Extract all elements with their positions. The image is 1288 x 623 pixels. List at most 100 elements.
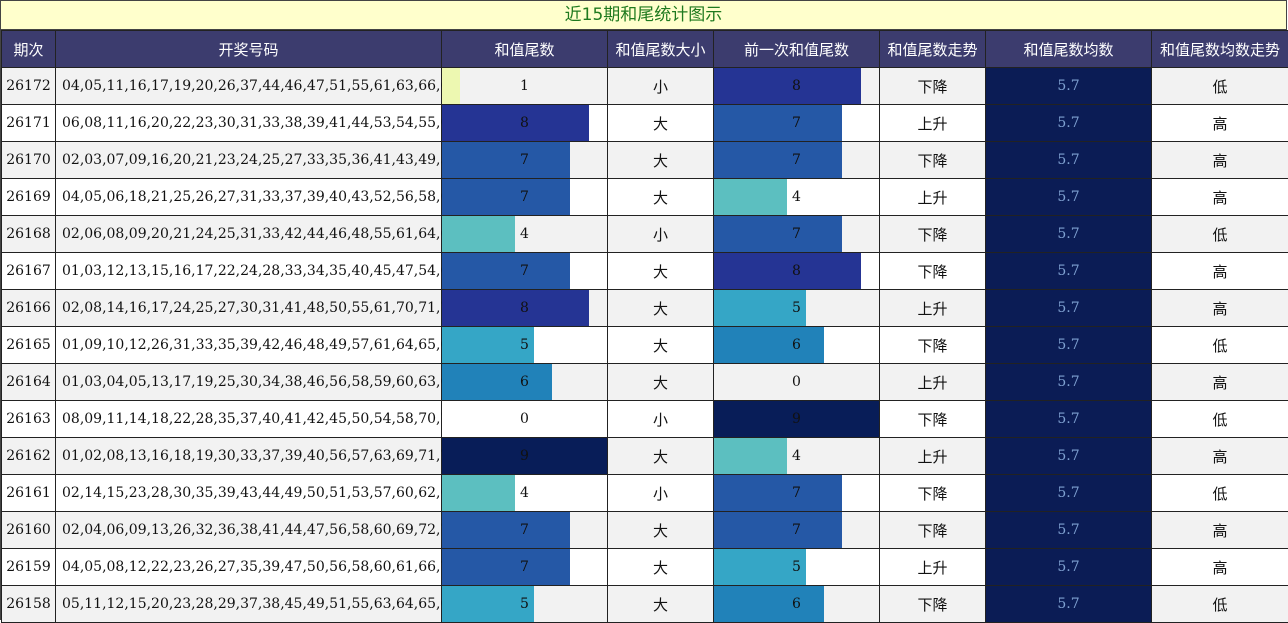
avg-trend-cell: 高	[1152, 512, 1288, 549]
prev-tail-bar	[714, 438, 787, 474]
numbers-cell: 01,02,08,13,16,18,19,30,33,37,39,40,56,5…	[56, 438, 442, 475]
avg-cell: 5.7	[986, 68, 1152, 105]
tail-bar	[442, 364, 552, 400]
size-cell: 大	[608, 364, 714, 401]
tail-bar	[442, 105, 589, 141]
size-cell: 小	[608, 475, 714, 512]
tail-bar	[442, 253, 570, 289]
page-title: 近15期和尾统计图示	[1, 1, 1287, 30]
avg-trend-cell: 高	[1152, 142, 1288, 179]
header-size: 和值尾数大小	[608, 31, 714, 68]
numbers-cell: 01,03,12,13,15,16,17,22,24,28,33,34,35,4…	[56, 253, 442, 290]
tail-label: 1	[520, 78, 529, 94]
numbers-cell: 04,05,06,18,21,25,26,27,31,33,37,39,40,4…	[56, 179, 442, 216]
tail-label: 7	[520, 152, 529, 168]
prev-tail-cell: 5	[714, 290, 880, 327]
avg-trend-cell: 高	[1152, 549, 1288, 586]
prev-tail-cell: 7	[714, 105, 880, 142]
prev-tail-cell: 8	[714, 68, 880, 105]
prev-tail-label: 5	[792, 300, 801, 316]
prev-tail-cell: 4	[714, 179, 880, 216]
trend-cell: 下降	[880, 586, 986, 623]
avg-trend-cell: 低	[1152, 68, 1288, 105]
avg-cell: 5.7	[986, 253, 1152, 290]
prev-tail-bar	[714, 512, 842, 548]
avg-cell: 5.7	[986, 327, 1152, 364]
tail-cell: 7	[442, 179, 608, 216]
avg-trend-cell: 高	[1152, 253, 1288, 290]
period-cell: 26160	[2, 512, 56, 549]
tail-bar	[442, 142, 570, 178]
tail-label: 7	[520, 559, 529, 575]
size-cell: 大	[608, 512, 714, 549]
tail-cell: 8	[442, 290, 608, 327]
avg-cell: 5.7	[986, 364, 1152, 401]
avg-trend-cell: 低	[1152, 475, 1288, 512]
tail-cell: 4	[442, 475, 608, 512]
header-numbers: 开奖号码	[56, 31, 442, 68]
trend-cell: 下降	[880, 253, 986, 290]
period-cell: 26169	[2, 179, 56, 216]
header-avg-trend: 和值尾数均数走势	[1152, 31, 1288, 68]
tail-cell: 4	[442, 216, 608, 253]
prev-tail-cell: 7	[714, 475, 880, 512]
trend-cell: 下降	[880, 401, 986, 438]
period-cell: 26168	[2, 216, 56, 253]
numbers-cell: 02,03,07,09,16,20,21,23,24,25,27,33,35,3…	[56, 142, 442, 179]
trend-cell: 下降	[880, 216, 986, 253]
prev-tail-cell: 5	[714, 549, 880, 586]
prev-tail-cell: 6	[714, 586, 880, 623]
tail-bar	[442, 512, 570, 548]
trend-cell: 下降	[880, 142, 986, 179]
numbers-cell: 02,06,08,09,20,21,24,25,31,33,42,44,46,4…	[56, 216, 442, 253]
prev-tail-cell: 7	[714, 216, 880, 253]
avg-trend-cell: 低	[1152, 216, 1288, 253]
trend-cell: 下降	[880, 475, 986, 512]
avg-cell: 5.7	[986, 438, 1152, 475]
trend-cell: 下降	[880, 68, 986, 105]
prev-tail-label: 7	[792, 226, 801, 242]
prev-tail-bar	[714, 475, 842, 511]
numbers-cell: 08,09,11,14,18,22,28,35,37,40,41,42,45,5…	[56, 401, 442, 438]
tail-cell: 7	[442, 142, 608, 179]
avg-cell: 5.7	[986, 512, 1152, 549]
avg-trend-cell: 低	[1152, 586, 1288, 623]
tail-label: 7	[520, 522, 529, 538]
avg-trend-cell: 高	[1152, 438, 1288, 475]
tail-cell: 5	[442, 586, 608, 623]
size-cell: 小	[608, 216, 714, 253]
size-cell: 大	[608, 586, 714, 623]
prev-tail-label: 4	[792, 448, 801, 464]
numbers-cell: 02,14,15,23,28,30,35,39,43,44,49,50,51,5…	[56, 475, 442, 512]
prev-tail-label: 8	[792, 78, 801, 94]
prev-tail-label: 7	[792, 485, 801, 501]
tail-bar	[442, 290, 589, 326]
prev-tail-cell: 9	[714, 401, 880, 438]
tail-cell: 7	[442, 512, 608, 549]
prev-tail-label: 7	[792, 522, 801, 538]
tail-label: 8	[520, 115, 529, 131]
trend-cell: 上升	[880, 549, 986, 586]
size-cell: 小	[608, 68, 714, 105]
size-cell: 大	[608, 105, 714, 142]
tail-label: 5	[520, 596, 529, 612]
period-cell: 26159	[2, 549, 56, 586]
numbers-cell: 04,05,11,16,17,19,20,26,37,44,46,47,51,5…	[56, 68, 442, 105]
tail-label: 6	[520, 374, 529, 390]
numbers-cell: 02,08,14,16,17,24,25,27,30,31,41,48,50,5…	[56, 290, 442, 327]
size-cell: 大	[608, 290, 714, 327]
avg-cell: 5.7	[986, 179, 1152, 216]
avg-trend-cell: 低	[1152, 401, 1288, 438]
tail-bar	[442, 475, 515, 511]
trend-cell: 下降	[880, 327, 986, 364]
prev-tail-bar	[714, 586, 824, 622]
